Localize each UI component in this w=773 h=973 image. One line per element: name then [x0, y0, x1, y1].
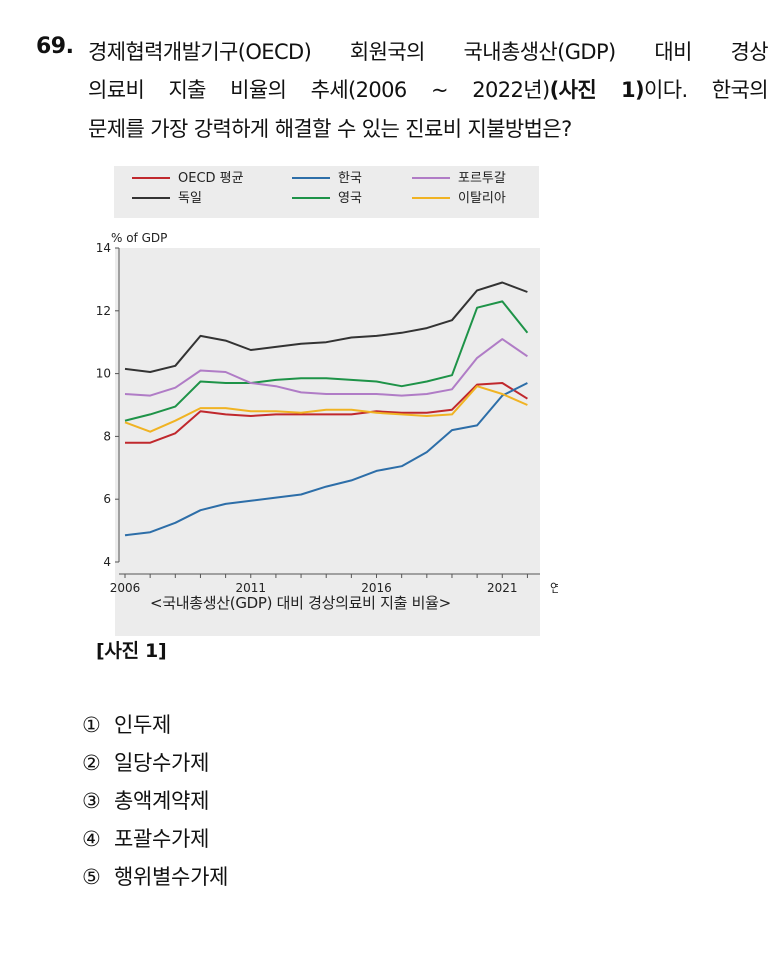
- option-3-text: 총액계약제: [114, 789, 210, 813]
- option-1-text: 인두제: [114, 713, 172, 737]
- photo-reference: (사진 1): [549, 78, 645, 102]
- option-1-mark: ①: [82, 713, 101, 737]
- option-3-mark: ③: [82, 789, 101, 813]
- legend-label-6: 이탈리아: [458, 191, 506, 206]
- x-tick-label: 2016: [361, 581, 392, 595]
- legend-label-4: 영국: [338, 191, 362, 206]
- option-5[interactable]: ⑤ 행위별수가제: [82, 858, 228, 896]
- answer-options: ① 인두제 ② 일당수가제 ③ 총액계약제 ④ 포괄수가제 ⑤ 행위별수가제: [82, 706, 228, 896]
- question-line-2: 의료비 지출 비율의 추세(2006 ~ 2022년)(사진 1)이다. 한국의: [88, 74, 769, 104]
- x-axis-label: 연도: [550, 581, 558, 595]
- series-line-5: [124, 338, 528, 397]
- question-number: 69.: [36, 34, 74, 59]
- option-5-text: 행위별수가제: [114, 865, 229, 889]
- photo-label: [사진 1]: [96, 640, 167, 662]
- x-tick-label: 2011: [235, 581, 266, 595]
- option-4-text: 포괄수가제: [114, 827, 210, 851]
- y-tick-label: 12: [96, 304, 111, 318]
- legend-label-5: 포르투갈: [458, 171, 506, 186]
- y-tick-label: 8: [103, 429, 111, 443]
- y-tick-label: 10: [96, 367, 111, 381]
- question-line-1: 경제협력개발기구(OECD) 회원국의 국내총생산(GDP) 대비 경상: [88, 40, 769, 64]
- line-chart: 4 6 8 10 12 14 2006 2011 2016 2021 % of GDP 연도 OECD …: [96, 171, 558, 595]
- chart-caption: <국내총생산(GDP) 대비 경상의료비 지출 비율>: [150, 594, 451, 612]
- option-1[interactable]: ① 인두제: [82, 706, 228, 744]
- y-axis-label: % of GDP: [111, 231, 167, 245]
- series-line-1: [125, 382, 528, 444]
- y-tick-label: 14: [96, 241, 111, 255]
- legend-label-3: 한국: [338, 171, 362, 186]
- x-tick-label: 2021: [487, 581, 518, 595]
- option-3[interactable]: ③ 총액계약제: [82, 782, 228, 820]
- legend-label-1: OECD 평균: [178, 171, 244, 186]
- series-line-2: [124, 281, 528, 373]
- x-tick-label: 2006: [110, 581, 141, 595]
- option-5-mark: ⑤: [82, 865, 101, 889]
- option-4[interactable]: ④ 포괄수가제: [82, 820, 228, 858]
- question-line-3: 문제를 가장 강력하게 해결할 수 있는 진료비 지불방법은?: [88, 117, 572, 141]
- option-2[interactable]: ② 일당수가제: [82, 744, 228, 782]
- plot-background: [115, 248, 540, 636]
- y-tick-label: 4: [103, 555, 111, 569]
- y-tick-label: 6: [103, 492, 111, 506]
- series-line-4: [124, 300, 529, 422]
- option-2-mark: ②: [82, 751, 101, 775]
- option-4-mark: ④: [82, 827, 101, 851]
- chart-area: 4 6 8 10 12 14 2006 2011 2016 2021 % of GDP 연도 OECD …: [88, 160, 558, 636]
- series-line-3: [124, 382, 528, 537]
- question-line-2-end: 이다. 한국의: [644, 78, 769, 102]
- question-line-2-text: 의료비 지출 비율의 추세(2006 ~ 2022년): [88, 78, 550, 102]
- legend-label-2: 독일: [178, 191, 202, 206]
- option-2-text: 일당수가제: [114, 751, 210, 775]
- series-line-6: [124, 385, 528, 433]
- chart-legend: [114, 166, 539, 218]
